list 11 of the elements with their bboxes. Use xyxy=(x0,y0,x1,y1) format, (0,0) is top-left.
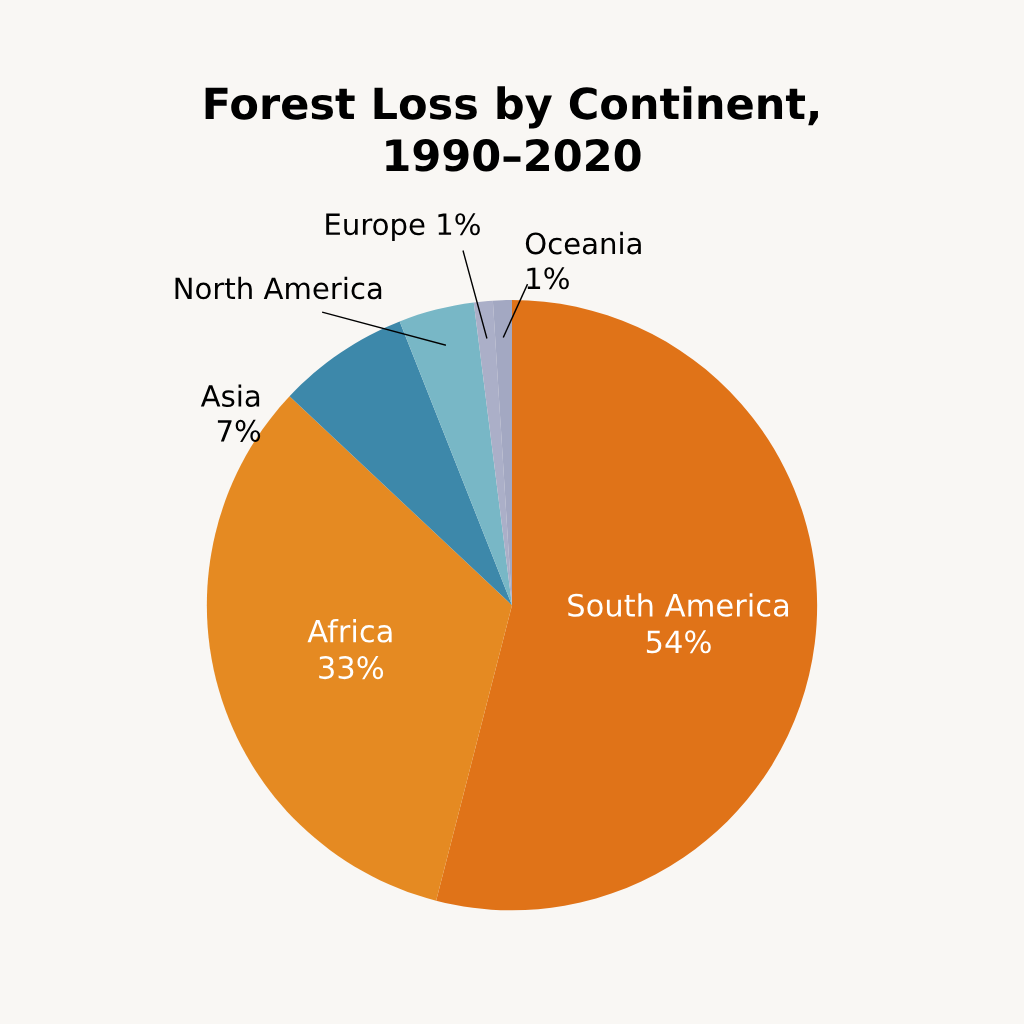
slice-label: South America xyxy=(568,593,789,617)
slice-label: Oceania xyxy=(525,231,641,255)
data-label: 7% xyxy=(217,419,261,442)
data-label: 1% xyxy=(527,267,569,290)
slice-label: Africa xyxy=(307,618,392,643)
slice-label: Asia xyxy=(200,384,260,408)
slice-label: Europe 1% xyxy=(326,213,480,241)
slice-label: North America xyxy=(175,276,382,300)
data-label: 33% xyxy=(319,656,384,680)
data-label: 54% xyxy=(646,630,711,654)
chart-title: Forest Loss by Continent, 1990–2020 xyxy=(205,86,818,172)
